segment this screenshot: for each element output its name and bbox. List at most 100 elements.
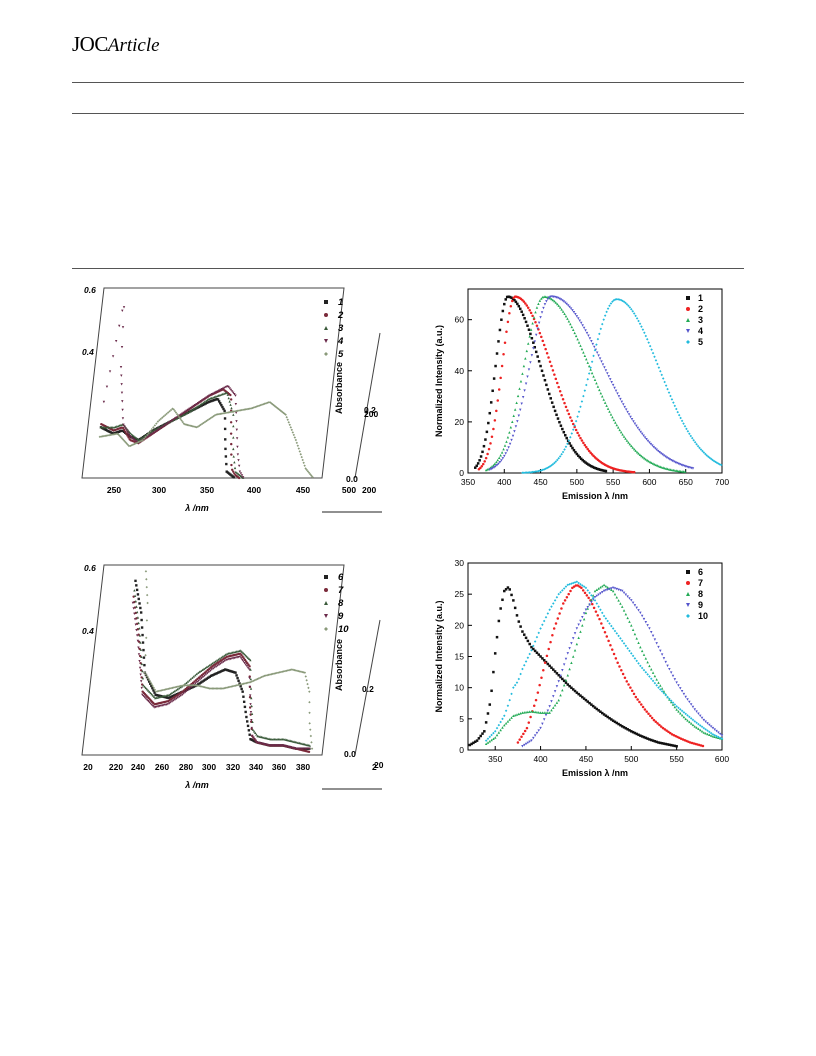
data-point — [157, 694, 160, 697]
data-point — [591, 598, 595, 602]
data-point — [154, 705, 157, 709]
data-point — [500, 459, 503, 462]
data-point — [292, 433, 296, 437]
data-point — [684, 717, 687, 721]
data-point — [151, 432, 154, 435]
data-point — [537, 711, 541, 714]
data-point — [200, 677, 203, 680]
data-point — [179, 694, 183, 697]
data-point — [470, 742, 473, 746]
data-point — [227, 658, 231, 661]
data-point — [543, 303, 547, 306]
data-point — [197, 679, 200, 683]
data-point — [248, 668, 251, 671]
data-point — [619, 397, 622, 401]
data-point — [578, 319, 582, 322]
data-point — [146, 689, 150, 692]
data-point — [288, 423, 291, 426]
data-point — [544, 467, 547, 470]
data-point — [105, 429, 109, 432]
data-point — [504, 298, 507, 301]
data-point — [203, 400, 206, 403]
data-point — [132, 438, 135, 441]
x-tick-label: 240 — [131, 762, 145, 772]
data-point — [576, 415, 579, 418]
data-point — [152, 706, 156, 709]
data-point — [217, 658, 220, 661]
data-point — [595, 467, 599, 471]
data-point — [637, 662, 640, 665]
data-point — [581, 458, 584, 462]
data-point — [305, 679, 308, 682]
data-point — [519, 408, 522, 412]
data-point — [653, 740, 657, 743]
data-point — [581, 324, 584, 327]
data-point — [153, 424, 157, 427]
data-point — [583, 354, 587, 357]
axis-tick-label: 20 — [374, 760, 384, 770]
data-point — [139, 669, 143, 672]
data-point — [237, 464, 241, 468]
data-point — [537, 302, 540, 305]
data-point — [111, 355, 115, 358]
x-axis-label: λ /nm — [184, 503, 209, 513]
data-point — [683, 425, 687, 428]
data-point — [196, 402, 200, 405]
data-point — [668, 697, 671, 701]
data-point — [511, 420, 514, 423]
data-point — [537, 360, 541, 363]
data-point — [580, 586, 583, 590]
legend-label: 6 — [338, 572, 344, 583]
data-point — [496, 458, 500, 462]
data-point — [215, 659, 219, 662]
data-point — [535, 731, 539, 735]
data-point — [660, 373, 664, 377]
data-point — [673, 404, 677, 408]
data-point — [653, 674, 657, 678]
data-point — [646, 660, 649, 664]
data-point — [567, 592, 570, 596]
data-point — [553, 690, 557, 693]
data-point — [150, 430, 153, 433]
data-point — [189, 406, 193, 410]
data-point — [249, 711, 253, 714]
data-point — [133, 618, 137, 621]
data-point — [591, 704, 595, 708]
legend-marker — [686, 603, 690, 607]
data-point — [526, 639, 530, 643]
data-point — [214, 398, 217, 401]
data-point — [579, 344, 582, 347]
data-point — [720, 734, 724, 737]
data-point — [190, 424, 193, 428]
data-point — [158, 427, 161, 431]
data-point — [503, 723, 506, 727]
data-point — [522, 743, 526, 747]
data-point — [549, 640, 552, 644]
data-point — [164, 423, 167, 427]
data-point — [597, 468, 600, 471]
data-point — [640, 666, 644, 670]
data-point — [693, 441, 697, 444]
data-point — [491, 467, 494, 470]
data-point — [664, 742, 668, 746]
data-point — [552, 627, 556, 630]
data-point — [224, 438, 227, 441]
data-point — [574, 312, 577, 316]
data-point — [573, 649, 577, 652]
data-point — [495, 733, 499, 737]
legend-marker — [324, 614, 328, 618]
data-point — [240, 475, 244, 478]
data-point — [709, 734, 713, 737]
data-point — [121, 408, 124, 412]
data-point — [163, 695, 166, 699]
data-point — [256, 677, 259, 681]
data-point — [522, 711, 526, 714]
legend-marker — [686, 581, 690, 585]
data-point — [135, 588, 139, 592]
data-point — [173, 689, 176, 693]
data-point — [570, 661, 573, 664]
data-point — [648, 675, 651, 678]
data-point — [529, 332, 532, 336]
data-point — [660, 742, 664, 745]
data-point — [613, 386, 616, 390]
